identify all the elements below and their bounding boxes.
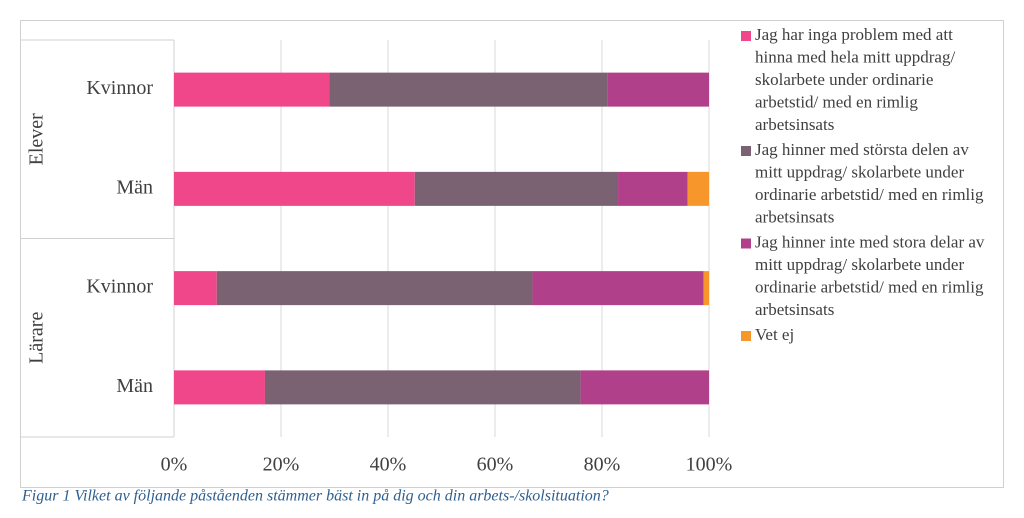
- bar-segment: [532, 271, 704, 306]
- bar-segment: [174, 271, 217, 306]
- group-label: Lärare: [26, 312, 48, 364]
- legend-label: Jag hinner med största delen av mitt uppd…: [755, 140, 984, 227]
- legend-swatch: [741, 146, 751, 156]
- bar-segment: [174, 370, 265, 405]
- x-tick-label: 80%: [584, 454, 621, 476]
- bar-segment: [174, 171, 415, 206]
- group-label: Elever: [26, 113, 48, 166]
- bar-segment: [264, 370, 581, 405]
- legend-swatch: [741, 31, 751, 41]
- legend-label: Jag har inga problem med att hinna med he…: [755, 25, 955, 134]
- legend-swatch: [741, 238, 751, 249]
- legend-label: Jag hinner inte med stora delar av mitt u…: [755, 232, 985, 319]
- x-tick-label: 20%: [263, 454, 300, 476]
- x-tick-label: 60%: [477, 454, 514, 476]
- bar-segment: [580, 370, 709, 405]
- y-tick-label: Män: [116, 375, 153, 397]
- chart-frame: [20, 20, 1004, 488]
- x-tick-label: 40%: [370, 454, 407, 476]
- bar-segment: [329, 72, 608, 107]
- x-tick-label: 100%: [686, 454, 733, 476]
- legend-label: Vet ej: [755, 325, 794, 344]
- bar-segment: [414, 171, 619, 206]
- bar-segment: [703, 271, 709, 306]
- bar-segment: [607, 72, 709, 107]
- caption: Figur 1 Vilket av följande påståenden st…: [21, 488, 609, 505]
- y-tick-label: Kvinnor: [86, 276, 153, 298]
- legend-swatch: [741, 331, 751, 341]
- x-tick-label: 0%: [161, 454, 188, 476]
- y-tick-label: Män: [116, 176, 153, 198]
- bar-segment: [687, 171, 709, 206]
- y-tick-label: Kvinnor: [86, 77, 153, 99]
- bar-segment: [618, 171, 688, 206]
- bar-segment: [216, 271, 533, 306]
- bar-segment: [174, 72, 330, 107]
